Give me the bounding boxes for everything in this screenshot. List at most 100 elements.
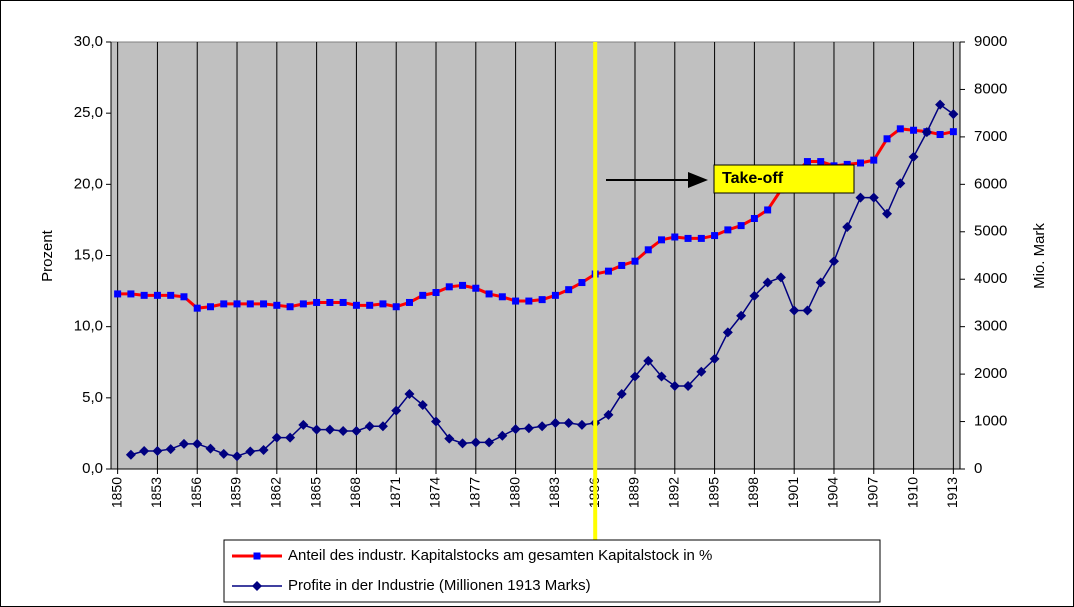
data-point <box>669 380 680 391</box>
data-point <box>603 409 614 420</box>
data-point <box>127 290 135 298</box>
x-tick-label: 1871 <box>387 477 403 508</box>
data-point <box>391 405 402 416</box>
data-point <box>750 214 758 222</box>
x-tick-label: 1910 <box>904 477 920 508</box>
x-tick-label: 1874 <box>427 477 443 508</box>
data-point <box>485 290 493 298</box>
data-point <box>193 304 201 312</box>
data-point <box>724 226 732 234</box>
y2-tick-label: 4000 <box>974 270 1007 287</box>
data-point <box>563 417 574 428</box>
y2-tick-label: 6000 <box>974 175 1007 192</box>
annotation-box <box>713 164 855 194</box>
data-point <box>192 438 203 449</box>
y-tick-label: 20,0 <box>74 175 103 192</box>
data-point <box>802 305 813 316</box>
data-point <box>683 380 694 391</box>
data-point <box>432 289 440 297</box>
data-point <box>857 159 865 167</box>
data-point <box>908 151 919 162</box>
data-point <box>578 279 586 287</box>
data-point <box>444 433 455 444</box>
data-point <box>338 426 349 437</box>
x-tick-label: 1856 <box>188 477 204 508</box>
x-tick-label: 1853 <box>148 477 164 508</box>
data-point <box>180 293 188 301</box>
data-point <box>366 301 374 309</box>
data-point <box>364 421 375 432</box>
data-point <box>711 232 719 240</box>
data-point <box>643 355 654 366</box>
data-point <box>484 437 495 448</box>
data-point <box>339 298 347 306</box>
data-point <box>855 192 866 203</box>
data-point <box>550 417 561 428</box>
legend-marker <box>252 581 262 591</box>
data-point <box>537 421 548 432</box>
x-tick-label: 1868 <box>347 477 363 508</box>
data-point <box>709 353 720 364</box>
data-point <box>764 206 772 214</box>
legend-label: Profite in der Industrie (Millionen 1913… <box>288 577 591 594</box>
data-point <box>326 298 334 306</box>
data-point <box>817 158 825 166</box>
y-tick-label: 30,0 <box>74 33 103 50</box>
x-tick-label: 1895 <box>705 477 721 508</box>
data-point <box>445 283 453 291</box>
data-point <box>324 424 335 435</box>
legend-label: Anteil des industr. Kapitalstocks am ges… <box>288 547 712 564</box>
series-line <box>117 127 954 310</box>
data-point <box>696 366 707 377</box>
data-point <box>352 301 360 309</box>
x-tick-label: 1859 <box>228 477 244 508</box>
data-point <box>815 277 826 288</box>
y2-tick-label: 1000 <box>974 413 1007 430</box>
y2-tick-label: 3000 <box>974 318 1007 335</box>
data-point <box>140 291 148 299</box>
data-point <box>153 291 161 299</box>
data-point <box>205 443 216 454</box>
y-tick-label: 5,0 <box>82 389 103 406</box>
data-point <box>936 131 944 139</box>
data-point <box>470 437 481 448</box>
data-point <box>684 234 692 242</box>
x-tick-label: 1889 <box>626 477 642 508</box>
data-point <box>404 389 415 400</box>
data-point <box>220 300 228 308</box>
y2-tick-label: 8000 <box>974 80 1007 97</box>
data-point <box>498 293 506 301</box>
annotation-text: Take-off <box>722 170 784 187</box>
data-point <box>379 300 387 308</box>
data-point <box>165 444 176 455</box>
data-point <box>948 109 959 120</box>
data-point <box>828 256 839 267</box>
data-point <box>206 303 214 311</box>
x-tick-label: 1898 <box>745 477 761 508</box>
data-point <box>935 99 946 110</box>
data-point <box>671 233 679 241</box>
data-point <box>576 419 587 430</box>
data-point <box>722 327 733 338</box>
data-point <box>246 300 254 308</box>
y-tick-label: 25,0 <box>74 104 103 121</box>
data-point <box>273 301 281 309</box>
y2-tick-label: 7000 <box>974 128 1007 145</box>
data-point <box>351 426 362 437</box>
data-point <box>883 135 891 143</box>
data-point <box>299 300 307 308</box>
data-point <box>459 281 467 289</box>
data-point <box>565 286 573 294</box>
data-point <box>431 416 442 427</box>
y2-tick-label: 2000 <box>974 365 1007 382</box>
data-point <box>631 257 639 265</box>
data-point <box>604 267 612 275</box>
data-point <box>417 399 428 410</box>
data-point <box>472 284 480 292</box>
x-tick-label: 1850 <box>108 477 124 508</box>
data-point <box>139 445 150 456</box>
data-point <box>419 291 427 299</box>
data-point <box>910 126 918 134</box>
data-point <box>551 291 559 299</box>
